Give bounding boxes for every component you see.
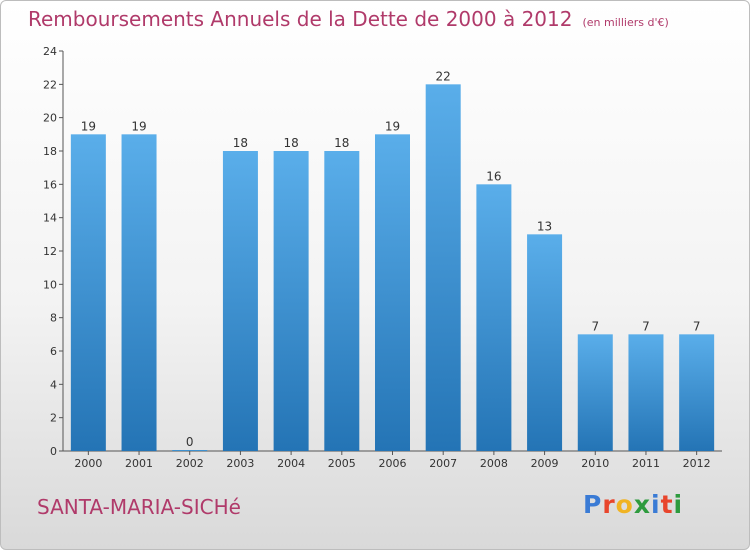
x-tick-label: 2012 xyxy=(683,457,711,470)
bar xyxy=(577,334,613,451)
x-tick-label: 2003 xyxy=(226,457,254,470)
y-tick-label: 2 xyxy=(50,412,57,425)
y-tick-label: 10 xyxy=(43,278,57,291)
bar xyxy=(527,234,563,451)
x-tick-label: 2010 xyxy=(581,457,609,470)
bar-value-label: 16 xyxy=(486,169,501,183)
y-tick-label: 6 xyxy=(50,345,57,358)
logo-letter: r xyxy=(602,490,616,519)
bar-value-label: 19 xyxy=(131,119,146,133)
commune-name: SANTA-MARIA-SICHé xyxy=(37,495,241,519)
y-tick-label: 18 xyxy=(43,145,57,158)
bar-value-label: 7 xyxy=(693,319,701,333)
bar-value-label: 18 xyxy=(334,136,349,150)
y-tick-label: 14 xyxy=(43,212,57,225)
y-tick-label: 24 xyxy=(43,45,57,58)
proxiti-logo: Proxiti xyxy=(583,490,683,519)
bar xyxy=(476,184,512,452)
chart-title: Remboursements Annuels de la Dette de 20… xyxy=(28,7,669,31)
x-tick-label: 2006 xyxy=(379,457,407,470)
y-tick-label: 16 xyxy=(43,178,57,191)
bar-value-label: 7 xyxy=(642,319,650,333)
bar xyxy=(375,134,410,452)
bar-value-label: 7 xyxy=(591,319,599,333)
x-tick-label: 2009 xyxy=(531,457,559,470)
y-tick-label: 12 xyxy=(43,245,57,258)
y-tick-label: 22 xyxy=(43,78,57,91)
logo-letter: i xyxy=(651,490,661,519)
x-tick-label: 2007 xyxy=(429,457,457,470)
x-tick-label: 2001 xyxy=(125,457,153,470)
logo-letter: t xyxy=(660,490,674,519)
y-tick-label: 4 xyxy=(50,378,57,391)
bar xyxy=(222,151,258,451)
bar-value-label: 19 xyxy=(385,119,400,133)
logo-letter: o xyxy=(615,490,634,519)
bar xyxy=(628,334,664,451)
logo-letter: P xyxy=(583,490,603,519)
logo-letter: x xyxy=(633,490,651,519)
bar xyxy=(70,134,106,452)
bar xyxy=(273,151,309,451)
bar-value-label: 22 xyxy=(436,69,451,83)
bar xyxy=(679,334,715,451)
x-tick-label: 2011 xyxy=(632,457,660,470)
x-tick-label: 2004 xyxy=(277,457,305,470)
bar-value-label: 13 xyxy=(537,219,552,233)
bar-value-label: 18 xyxy=(283,136,298,150)
y-tick-label: 8 xyxy=(50,312,57,325)
chart-title-text: Remboursements Annuels de la Dette de 20… xyxy=(28,7,573,31)
bar xyxy=(425,84,461,451)
x-tick-label: 2000 xyxy=(74,457,102,470)
bar-value-label: 19 xyxy=(81,119,96,133)
bar-value-label: 18 xyxy=(233,136,248,150)
y-tick-label: 20 xyxy=(43,112,57,125)
bar xyxy=(172,450,208,451)
x-tick-label: 2002 xyxy=(176,457,204,470)
bar xyxy=(121,134,157,452)
bar xyxy=(324,151,360,451)
chart-unit: (en milliers d'€) xyxy=(582,16,669,29)
y-tick-label: 0 xyxy=(50,445,57,458)
x-tick-label: 2005 xyxy=(328,457,356,470)
logo-letter: i xyxy=(673,490,684,519)
x-tick-label: 2008 xyxy=(480,457,508,470)
bar-value-label: 0 xyxy=(186,435,194,449)
